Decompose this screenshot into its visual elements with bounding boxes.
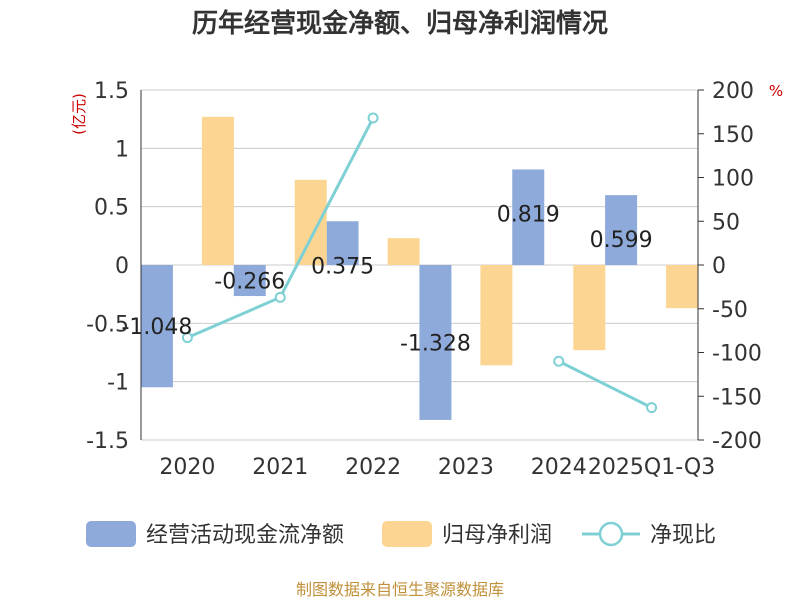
cashflow-data-label: 0.599 [590, 228, 653, 253]
profit-bar [294, 179, 327, 265]
ratio-point [274, 291, 286, 303]
profit-bar [201, 116, 234, 265]
x-tick-label: 2021 [252, 455, 308, 480]
left-tick-label: 0 [115, 254, 129, 279]
ratio-line-group [181, 112, 658, 414]
ratio-point [553, 355, 565, 367]
right-tick-label: 50 [712, 210, 740, 235]
right-tick-label: 100 [712, 167, 754, 192]
left-axis-unit: (亿元) [70, 93, 88, 135]
legend-label: 净现比 [650, 523, 716, 548]
bars-group [140, 116, 699, 420]
x-tick-label: 2025Q1-Q3 [588, 455, 715, 480]
x-tick-label: 2022 [345, 455, 401, 480]
legend-swatch [382, 521, 432, 547]
profit-bar [666, 265, 699, 309]
ratio-point [181, 332, 193, 344]
left-tick-label: 1 [115, 137, 129, 162]
left-tick-label: 1.5 [94, 79, 129, 104]
axes-group: 1.5 1 0.5 0 -0.5 -1 -1.5 200 150 100 50 0 -50 -100 -15… [86, 79, 762, 480]
profit-bar [480, 265, 513, 366]
right-tick-label: -100 [712, 342, 762, 367]
chart-title: 历年经营现金净额、归母净利润情况 [192, 8, 608, 39]
right-tick-label: -150 [712, 385, 762, 410]
left-tick-label: -1.5 [86, 429, 129, 454]
left-tick-label: -1 [107, 371, 129, 396]
legend-label: 经营活动现金流净额 [146, 523, 344, 548]
cashflow-bar [605, 195, 638, 265]
right-tick-label: 200 [712, 79, 754, 104]
right-tick-label: 0 [712, 254, 726, 279]
legend-swatch [86, 521, 136, 547]
data-labels-group: -1.048 -0.266 0.375 -1.328 0.819 0.599 [121, 202, 652, 356]
source-note: 制图数据来自恒生聚源数据库 [296, 580, 504, 599]
legend-label: 归母净利润 [442, 523, 552, 548]
cashflow-data-label: -0.266 [214, 270, 285, 295]
left-tick-label: 0.5 [94, 196, 129, 221]
cashflow-bar [233, 265, 266, 297]
profit-bar [573, 265, 606, 351]
ratio-point [367, 112, 379, 124]
cashflow-data-label: -1.048 [121, 315, 192, 340]
legend-marker [598, 521, 624, 547]
ratio-point [646, 402, 658, 414]
cashflow-data-label: 0.375 [311, 254, 374, 279]
cashflow-data-label: 0.819 [497, 202, 560, 227]
left-tick-label: -0.5 [86, 312, 129, 337]
cashflow-bar [140, 265, 173, 388]
x-tick-label: 2020 [159, 455, 215, 480]
right-axis-unit: % [769, 82, 783, 100]
cashflow-data-label: -1.328 [400, 331, 471, 356]
x-tick-label: 2024 [531, 455, 587, 480]
right-tick-label: -50 [712, 298, 748, 323]
cashflow-bar [512, 169, 545, 265]
right-tick-label: 150 [712, 123, 754, 148]
right-tick-label: -200 [712, 429, 762, 454]
cashflow-bar [326, 221, 359, 265]
cashflow-bar [419, 265, 452, 420]
profit-bar [387, 238, 420, 265]
legend: 经营活动现金流净额 归母净利润 净现比 [86, 521, 716, 548]
x-tick-label: 2023 [438, 455, 494, 480]
